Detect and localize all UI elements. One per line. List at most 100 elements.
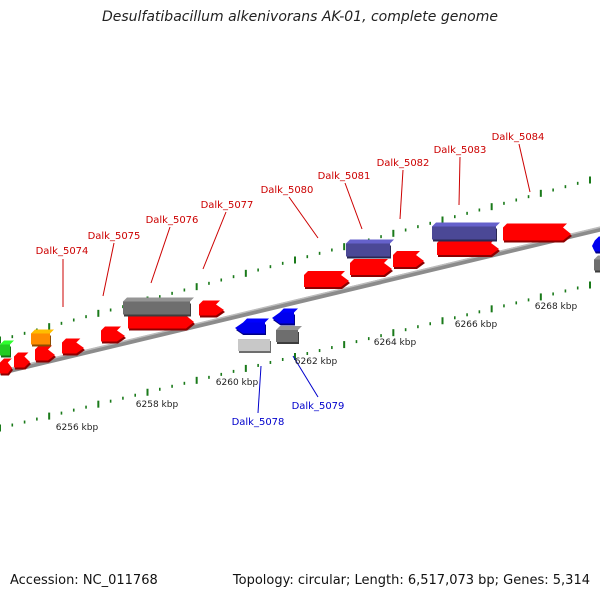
- gene-fwd-i-body: [350, 263, 392, 275]
- genome-stats-text: Topology: circular; Length: 6,517,073 bp…: [232, 573, 590, 588]
- backbone-highlight: [0, 226, 600, 372]
- gene-fwd-l: [503, 223, 572, 243]
- gene-label-forward: Dalk_5080: [261, 185, 314, 196]
- genome-backbone: [0, 226, 600, 376]
- gene-label-forward: Dalk_5081: [318, 171, 371, 182]
- gene-gray-a: [123, 297, 194, 317]
- gene-rev-edge: [592, 236, 600, 254]
- leader-line: [257, 365, 262, 414]
- leader-line: [292, 355, 319, 398]
- gene-rev-edge-top: [594, 236, 600, 241]
- gene-label-forward: Dalk_5077: [201, 200, 254, 211]
- leader-line: [102, 242, 115, 297]
- leader-line: [518, 143, 531, 193]
- gene-gray-edge: [594, 255, 600, 273]
- gene-fwd-g-body: [199, 304, 224, 316]
- gene-purple-a-top: [346, 239, 394, 244]
- gene-fwd-a: [0, 358, 13, 376]
- gene-fwd-f: [128, 311, 195, 331]
- leader-line: [202, 211, 227, 270]
- gene-gray-b-body: [276, 330, 298, 342]
- gene-gray-edge-top: [594, 255, 600, 260]
- gene-fwd-h: [304, 271, 350, 289]
- gene-fwd-h-top: [304, 271, 345, 275]
- gene-fwd-e-top: [101, 326, 121, 331]
- gene-green: [0, 340, 14, 358]
- gene-rev-b-top: [279, 308, 298, 313]
- gene-fwd-b: [14, 352, 31, 370]
- gene-fwd-j-top: [393, 251, 420, 255]
- gene-rev-a-top: [243, 318, 269, 323]
- gene-fwd-h-body: [304, 275, 349, 287]
- gene-rev-a-body: [235, 322, 265, 334]
- scale-labels: 6256 kbp 6258 kbp 6260 kbp 6262 kbp 6264 kbp…: [56, 302, 578, 433]
- gene-lightgray-top: [238, 335, 274, 339]
- scale-tick-label: 6260 kbp: [216, 378, 259, 388]
- leader-line: [399, 169, 404, 220]
- gene-green-top: [0, 340, 14, 345]
- gene-purple-a: [346, 239, 394, 259]
- gene-fwd-j: [393, 251, 425, 269]
- gene-label-forward: Dalk_5074: [36, 246, 89, 257]
- gene-fwd-j-body: [393, 255, 424, 267]
- gene-fwd-a-top: [0, 358, 12, 363]
- gene-fwd-g-top: [199, 300, 220, 305]
- gene-fwd-e-body: [101, 330, 125, 342]
- gene-fwd-a-body: [0, 362, 12, 374]
- gene-label-forward: Dalk_5084: [492, 132, 545, 143]
- leader-line: [150, 226, 171, 284]
- scale-tick-label: 6266 kbp: [455, 320, 498, 330]
- gene-lightgray-body: [238, 339, 270, 351]
- gene-rev-a: [235, 318, 269, 336]
- scale-tick-label: 6262 kbp: [295, 357, 338, 367]
- backbone-line: [0, 226, 600, 376]
- gene-rev-b-body: [272, 312, 294, 324]
- gene-gray-a-body: [123, 301, 190, 315]
- scale-tick-label: 6256 kbp: [56, 423, 99, 433]
- gene-fwd-d-top: [62, 338, 81, 343]
- gene-label-forward: Dalk_5082: [377, 158, 430, 169]
- gene-label-forward: Dalk_5083: [434, 145, 487, 156]
- gene-fwd-b-top: [14, 352, 29, 357]
- gene-rev-b: [272, 308, 298, 326]
- label-leader-lines: [62, 143, 531, 414]
- gene-label-reverse: Dalk_5078: [232, 417, 285, 428]
- gene-orange: [31, 329, 54, 347]
- gene-green-body: [0, 344, 10, 356]
- gene-fwd-i-top: [350, 259, 388, 263]
- gene-fwd-e: [101, 326, 126, 344]
- gene-fwd-k: [437, 239, 500, 257]
- gene-features: [0, 222, 600, 376]
- gene-lightgray: [238, 335, 274, 353]
- gene-fwd-b-body: [14, 356, 30, 368]
- gene-orange-body: [31, 333, 50, 345]
- leader-line: [288, 196, 319, 239]
- gene-purple-b-body: [432, 226, 496, 240]
- gene-fwd-g: [199, 300, 225, 318]
- scale-tick-label: 6264 kbp: [374, 338, 417, 348]
- gene-purple-b: [432, 222, 500, 242]
- scale-tick-label: 6258 kbp: [136, 400, 179, 410]
- gene-gray-a-top: [123, 297, 194, 302]
- gene-label-forward: Dalk_5076: [146, 215, 199, 226]
- gene-gray-b: [276, 326, 302, 344]
- scale-tick-label: 6268 kbp: [535, 302, 578, 312]
- gene-fwd-l-top: [503, 223, 567, 228]
- gene-purple-a-body: [346, 243, 390, 257]
- gene-label-forward: Dalk_5075: [88, 231, 141, 242]
- gene-fwd-k-body: [437, 243, 499, 255]
- gene-fwd-f-body: [128, 315, 194, 329]
- gene-fwd-i: [350, 259, 393, 277]
- leader-line: [344, 182, 363, 230]
- genome-title: Desulfatibacillum alkenivorans AK-01, co…: [101, 9, 499, 25]
- gene-fwd-c: [35, 345, 56, 363]
- gene-fwd-l-body: [503, 227, 571, 241]
- accession-text: Accession: NC_011768: [10, 573, 158, 588]
- gene-fwd-c-body: [35, 349, 55, 361]
- gene-gray-edge-body: [594, 259, 600, 271]
- gene-fwd-d: [62, 338, 85, 356]
- leader-line: [458, 156, 461, 206]
- gene-gray-b-top: [276, 326, 302, 330]
